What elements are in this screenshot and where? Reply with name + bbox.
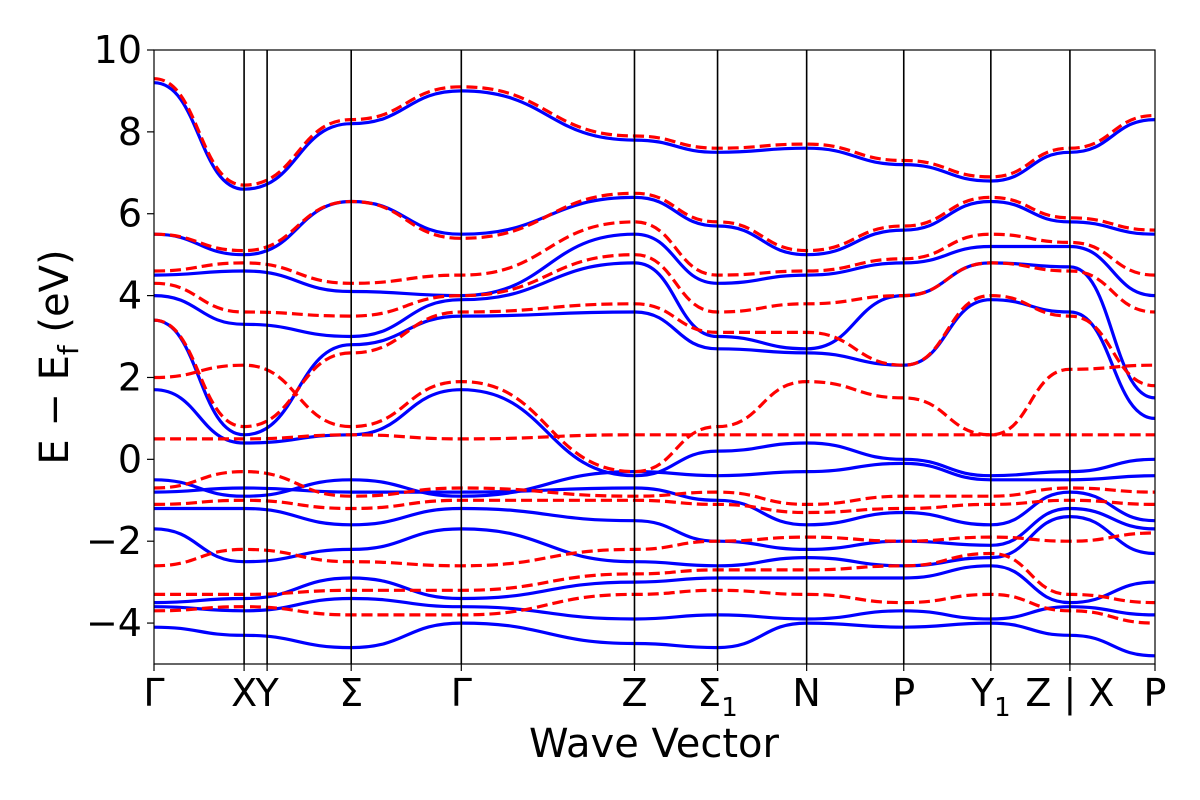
y-axis-title-main: E − E bbox=[32, 355, 78, 465]
x-tick-label-3: Σ bbox=[339, 671, 363, 715]
y-tick-label-5: 6 bbox=[118, 192, 142, 236]
x-tick-label-9: Y1 bbox=[970, 671, 1011, 723]
bands-layer bbox=[154, 77, 1155, 658]
x-axis: Γ XY Σ Γ Z Σ1 N P Y1 Z | X P bbox=[143, 664, 1166, 723]
dashed-band-0 bbox=[154, 588, 1155, 625]
y-tick-label-0: −4 bbox=[86, 601, 142, 645]
solid-band-2 bbox=[154, 564, 1155, 605]
y-tick-label-6: 8 bbox=[118, 110, 142, 154]
high-symmetry-lines bbox=[243, 50, 1071, 664]
y-axis-title-sub: f bbox=[52, 344, 85, 355]
y-axis: −4 −2 0 2 4 6 8 10 bbox=[86, 28, 154, 645]
x-axis-title: Wave Vector bbox=[529, 721, 780, 767]
y-tick-label-3: 2 bbox=[118, 355, 142, 399]
y-tick-label-2: 0 bbox=[118, 437, 142, 481]
x-tick-label-11: P bbox=[1144, 671, 1167, 715]
x-tick-label-0: Γ bbox=[143, 671, 164, 715]
plot-frame bbox=[153, 49, 1156, 665]
y-tick-label-1: −2 bbox=[86, 519, 142, 563]
dashed-band-9 bbox=[154, 220, 1155, 285]
solid-band-4 bbox=[154, 506, 1155, 552]
solid-band-10 bbox=[154, 232, 1155, 298]
dashed-band-5 bbox=[154, 433, 1155, 441]
dashed-band-8 bbox=[154, 253, 1155, 318]
dashed-band-1 bbox=[154, 551, 1155, 605]
y-tick-label-7: 10 bbox=[94, 28, 142, 72]
y-axis-title-unit: (eV) bbox=[32, 249, 78, 345]
solid-band-0 bbox=[154, 621, 1155, 658]
x-tick-label-2: Y bbox=[255, 671, 280, 715]
x-tick-label-7: N bbox=[792, 671, 820, 715]
x-tick-label-1: X bbox=[231, 671, 257, 715]
x-tick-label-10: Z | X bbox=[1025, 671, 1114, 716]
dashed-band-3 bbox=[154, 498, 1155, 515]
solid-band-1 bbox=[154, 596, 1155, 621]
x-tick-label-5: Z bbox=[621, 671, 647, 715]
x-tick-label-6: Σ1 bbox=[697, 671, 738, 723]
y-tick-label-4: 4 bbox=[118, 274, 142, 318]
solid-band-8 bbox=[154, 298, 1155, 437]
dashed-band-4 bbox=[154, 469, 1155, 507]
solid-band-6 bbox=[154, 461, 1155, 498]
x-tick-label-4: Γ bbox=[451, 671, 472, 715]
y-axis-title: E − Ef (eV) bbox=[32, 249, 85, 464]
dashed-band-2 bbox=[154, 531, 1155, 568]
dashed-band-11 bbox=[154, 77, 1155, 187]
dashed-band-7 bbox=[154, 293, 1155, 429]
dashed-band-6 bbox=[154, 363, 1155, 474]
solid-band-12 bbox=[154, 81, 1155, 191]
x-tick-label-8: P bbox=[892, 671, 915, 715]
solid-band-3 bbox=[154, 514, 1155, 568]
